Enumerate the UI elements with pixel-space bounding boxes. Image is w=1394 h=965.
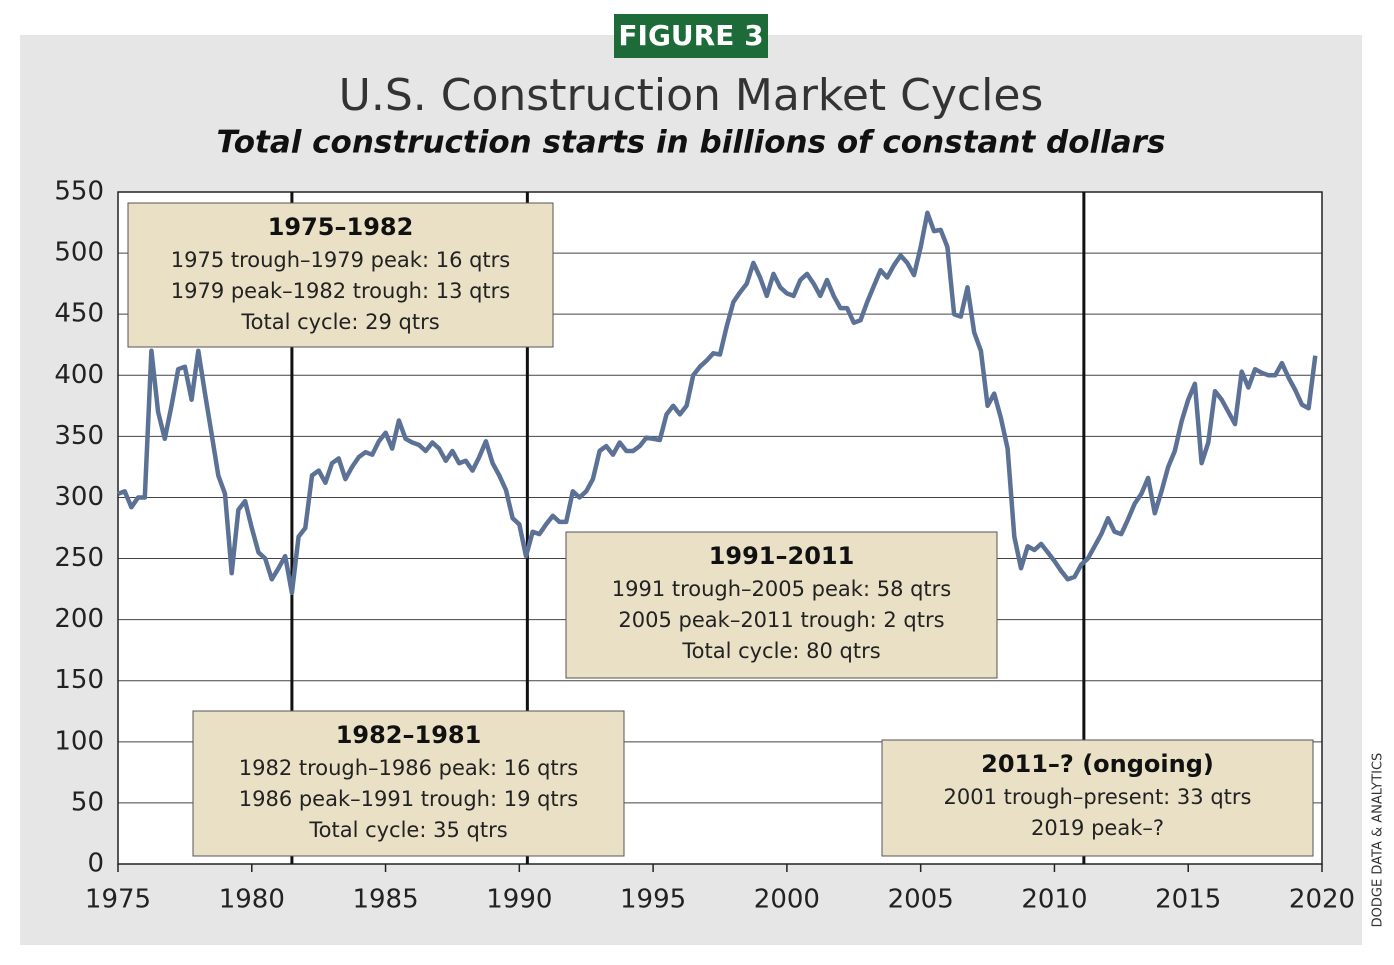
badge-box — [614, 14, 768, 58]
y-tick-label: 0 — [87, 849, 104, 879]
y-tick-label: 450 — [54, 299, 104, 329]
x-tick-label: 2005 — [888, 885, 954, 915]
annotation-line: 1991 trough–2005 peak: 58 qtrs — [612, 577, 952, 601]
annotation-line: 1986 peak–1991 trough: 19 qtrs — [239, 787, 579, 811]
badge: FIGURE 3 — [618, 19, 763, 52]
x-tick-label: 2010 — [1021, 885, 1087, 915]
x-tick-label: 2000 — [754, 885, 820, 915]
annotation-box — [565, 531, 998, 679]
data-line — [117, 210, 1318, 596]
annotation-box — [192, 710, 625, 857]
annotation-title: 1975–1982 — [268, 213, 414, 241]
x-tick-label: 2020 — [1289, 885, 1355, 915]
y-tick-label: 200 — [54, 604, 104, 634]
annotation-title: 1991–2011 — [709, 542, 855, 570]
y-tick-label: 350 — [54, 421, 104, 451]
chart-subtitle: Total construction starts in billions of… — [217, 125, 1166, 161]
y-tick-label: 550 — [54, 177, 104, 207]
y-tick-label: 50 — [71, 787, 104, 817]
y-tick-label: 250 — [54, 543, 104, 573]
plot-frame — [117, 191, 1323, 865]
source: DODGE DATA & ANALYTICS — [1371, 753, 1386, 928]
annotation-line: Total cycle: 35 qtrs — [308, 818, 507, 842]
annotation-line: 1975 trough–1979 peak: 16 qtrs — [171, 248, 511, 272]
x-tick-label: 2015 — [1155, 885, 1221, 915]
x-tick-label: 1980 — [219, 885, 285, 915]
annotation-title: 2011–? (ongoing) — [981, 750, 1214, 778]
y-tick-label: 400 — [54, 360, 104, 390]
x-tick-label: 1995 — [620, 885, 686, 915]
x-tick-label: 1985 — [352, 885, 418, 915]
y-tick-label: 100 — [54, 726, 104, 756]
y-tick-label: 150 — [54, 665, 104, 695]
annotation-line: Total cycle: 80 qtrs — [681, 639, 880, 663]
annotation-title: 1982–1981 — [336, 721, 482, 749]
annotation-line: 2019 peak–? — [1031, 816, 1164, 840]
y-tick-label: 500 — [54, 238, 104, 268]
y-tick-label: 300 — [54, 482, 104, 512]
chart-title: U.S. Construction Market Cycles — [339, 70, 1044, 121]
annotation-line: 2005 peak–2011 trough: 2 qtrs — [618, 608, 944, 632]
x-tick-label: 1990 — [486, 885, 552, 915]
annotation-box — [127, 202, 554, 348]
annotation-box — [881, 739, 1314, 857]
x-tick-label: 1975 — [85, 885, 151, 915]
annotation-line: 1982 trough–1986 peak: 16 qtrs — [239, 756, 579, 780]
annotation-line: Total cycle: 29 qtrs — [240, 310, 439, 334]
annotation-line: 1979 peak–1982 trough: 13 qtrs — [171, 279, 511, 303]
annotation-line: 2001 trough–present: 33 qtrs — [944, 785, 1252, 809]
